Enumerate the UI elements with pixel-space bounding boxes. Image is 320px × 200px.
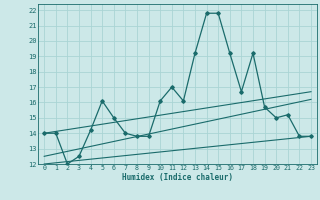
X-axis label: Humidex (Indice chaleur): Humidex (Indice chaleur) [122,173,233,182]
